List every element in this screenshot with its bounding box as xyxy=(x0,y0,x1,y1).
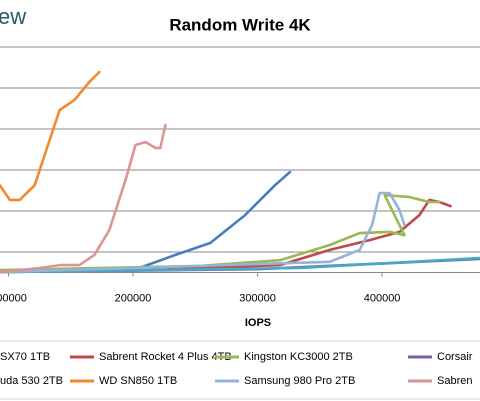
legend-label: Sabrent Rocket 4 Plus 4TB xyxy=(99,351,232,363)
x-tick-label: 400000 xyxy=(364,292,401,304)
legend-label: Samsung 980 Pro 2TB xyxy=(244,375,355,387)
series-line xyxy=(0,123,167,274)
legend-label: Kingston KC3000 2TB xyxy=(244,351,353,363)
legend-label: WD SN850 1TB xyxy=(99,375,177,387)
x-tick-label: 100000 xyxy=(0,292,27,304)
x-axis-title: IOPS xyxy=(245,317,271,329)
legend-box xyxy=(0,340,480,400)
chart-title: Random Write 4K xyxy=(169,15,311,34)
brand: ew xyxy=(0,4,26,29)
legend-label: uda 530 2TB xyxy=(0,375,63,387)
series-line xyxy=(0,256,480,274)
legend-label: SX70 1TB xyxy=(0,351,50,363)
series-line xyxy=(0,193,441,272)
legend-label: Corsair xyxy=(437,351,473,363)
series-line xyxy=(0,191,406,274)
x-tick-label: 300000 xyxy=(239,292,276,304)
x-tick-label: 200000 xyxy=(115,292,152,304)
legend-label: Sabren xyxy=(437,375,472,387)
series-line xyxy=(0,70,101,202)
series-line xyxy=(0,170,292,274)
